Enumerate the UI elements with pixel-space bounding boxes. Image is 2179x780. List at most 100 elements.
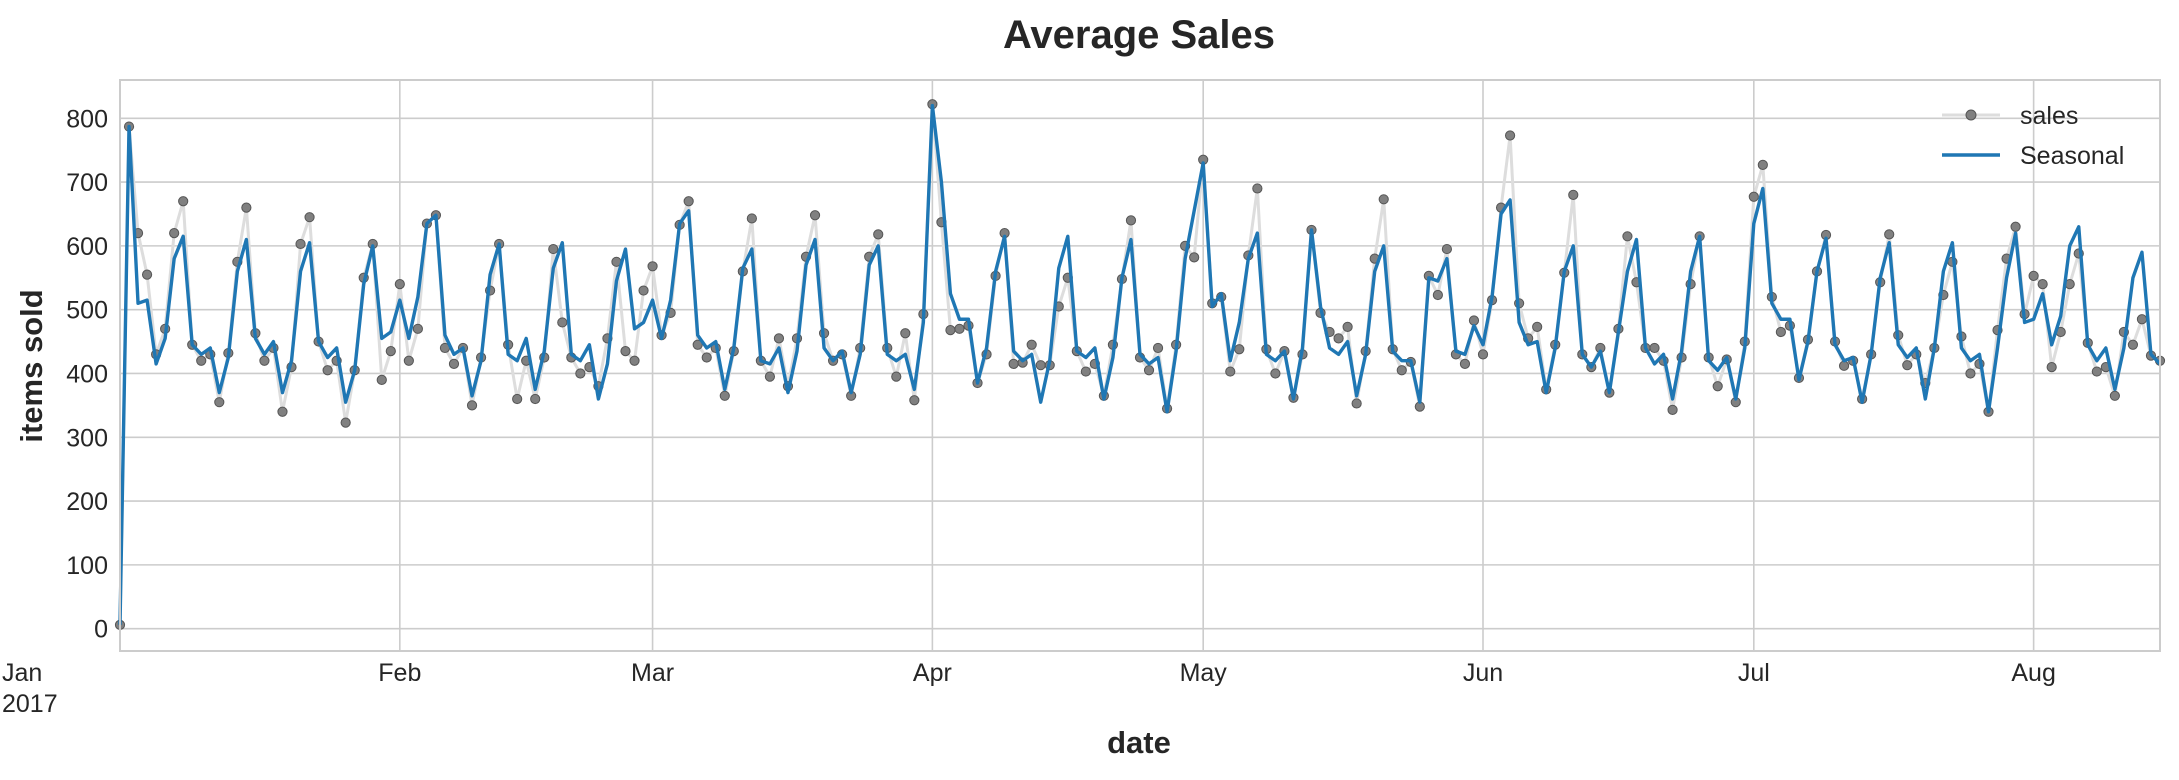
y-tick-label: 200: [66, 488, 108, 516]
sales-point: [1432, 289, 1443, 301]
sales-point: [1270, 368, 1281, 379]
sales-point: [647, 261, 658, 272]
sales-point: [1568, 189, 1579, 200]
sales-point: [2046, 361, 2057, 373]
x-axis-label: date: [1107, 725, 1171, 760]
sales-point: [873, 229, 884, 240]
seasonal-line: [118, 103, 2162, 625]
sales-point: [746, 213, 757, 224]
sales-point: [1757, 159, 1768, 170]
sales-point: [954, 323, 965, 334]
sales-point: [1532, 321, 1543, 332]
x-tick-label: Jun: [1463, 659, 1503, 687]
sales-point: [412, 323, 423, 334]
sales-point: [1351, 398, 1362, 409]
sales-point: [304, 212, 315, 223]
sales-point: [141, 269, 153, 280]
sales-point: [448, 358, 460, 370]
y-axis-label: items sold: [14, 289, 49, 442]
chart-title: Average Sales: [1003, 13, 1275, 57]
y-tick-label: 600: [66, 233, 108, 261]
sales-point: [169, 228, 180, 239]
y-tick-label: 100: [66, 552, 108, 580]
x-axis-ticks: Jan 2017 Feb Mar Apr May Jun Jul Aug: [2, 659, 2056, 718]
sales-point: [322, 365, 333, 376]
y-axis-ticks: 0 100 200 300 400 500 600 700 800: [66, 105, 108, 643]
sales-point: [1441, 243, 1453, 255]
sales-point: [1838, 360, 1850, 371]
y-tick-label: 800: [66, 105, 108, 133]
sales-point: [1225, 366, 1236, 377]
x-tick-label: Jan: [2, 659, 42, 687]
sales-point: [1396, 365, 1407, 376]
sales-point: [340, 417, 351, 428]
sales-point: [1333, 333, 1344, 344]
grid-lines: [119, 80, 2160, 651]
sales-point: [701, 352, 712, 363]
sales-point: [295, 238, 306, 250]
sales-point: [683, 196, 694, 207]
sales-point: [2028, 270, 2039, 281]
sales-point: [196, 355, 207, 366]
plot-frame: [119, 79, 2161, 652]
sales-point: [385, 346, 396, 357]
sales-point: [2010, 221, 2021, 232]
y-tick-label: 700: [66, 169, 108, 197]
y-tick-label: 0: [94, 616, 108, 644]
legend-sales-label: sales: [2020, 102, 2078, 130]
sales-point: [1504, 130, 1516, 141]
sales-point: [1252, 183, 1263, 194]
sales-point: [1468, 315, 1480, 326]
x-tick-label: Apr: [913, 659, 952, 687]
sales-point: [692, 339, 703, 350]
plot-area: [114, 99, 2166, 630]
sales-point: [945, 324, 956, 336]
y-tick-label: 400: [66, 360, 108, 388]
sales-point: [376, 374, 387, 385]
sales-point: [638, 285, 649, 296]
legend-sales-marker: [1965, 109, 1977, 121]
sales-point: [1234, 344, 1245, 355]
x-tick-label: Jul: [1738, 659, 1770, 687]
sales-point: [548, 243, 559, 255]
y-tick-label: 300: [66, 424, 108, 452]
sales-point: [1026, 339, 1037, 350]
sales-point: [1477, 349, 1489, 360]
sales-point: [719, 390, 730, 401]
sales-point: [1080, 366, 1091, 377]
sales-point: [1125, 215, 1137, 226]
sales-point: [466, 400, 478, 411]
sales-point: [2037, 279, 2048, 290]
sales-point: [394, 279, 405, 290]
sales-point: [1152, 342, 1164, 354]
sales-point: [178, 196, 189, 207]
x-tick-label: Mar: [631, 659, 674, 687]
sales-point: [530, 393, 541, 405]
x-tick-label: Feb: [378, 659, 421, 687]
sales-point: [1035, 360, 1046, 371]
sales-point: [259, 355, 270, 366]
sales-point: [891, 371, 902, 382]
x-tick-sublabel: 2017: [2, 690, 58, 718]
sales-point: [2109, 390, 2120, 401]
sales-point: [909, 395, 920, 406]
sales-point: [900, 328, 911, 339]
sales-point: [773, 333, 785, 344]
sales-point: [1667, 404, 1678, 415]
sales-point: [1775, 326, 1786, 338]
sales-point: [1459, 358, 1471, 370]
sales-point: [2136, 314, 2148, 325]
sales-point: [764, 371, 776, 382]
sales-point: [512, 393, 523, 405]
sales-point: [1189, 252, 1200, 263]
sales-point: [1622, 231, 1633, 242]
sales-point: [1008, 358, 1019, 370]
legend-seasonal-label: Seasonal: [2020, 142, 2124, 170]
sales-point: [809, 210, 821, 221]
sales-point: [1965, 368, 1976, 379]
sales-point: [557, 317, 568, 328]
sales-point: [1342, 321, 1353, 332]
sales-point: [1378, 194, 1389, 205]
sales-point: [2127, 339, 2139, 350]
sales-point: [1902, 360, 1913, 371]
